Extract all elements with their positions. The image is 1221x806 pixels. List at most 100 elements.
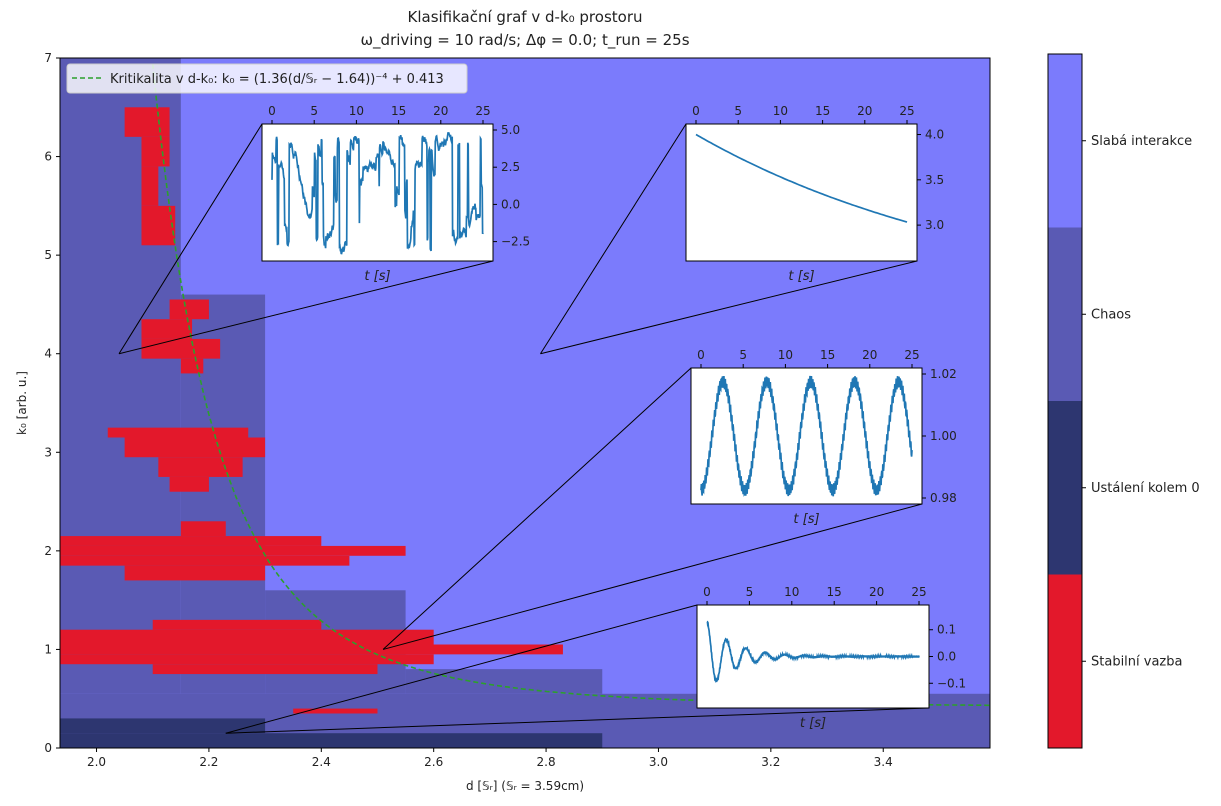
inset-series — [695, 133, 908, 223]
legend-box — [66, 63, 468, 94]
inset-x-tick-label: 25 — [911, 585, 926, 599]
colorbar-label-3: Stabilní vazba — [1091, 654, 1182, 669]
inset-x-label: t [s] — [800, 716, 826, 731]
y-tick-label-7: 7 — [44, 51, 52, 65]
colorbar-segment-3 — [1048, 574, 1082, 748]
region-cell-5 — [60, 733, 603, 748]
inset-y-tick-label: 0.1 — [937, 623, 956, 637]
inset-y-tick-label: 1.02 — [930, 367, 957, 381]
region-cell-14 — [180, 358, 204, 374]
inset-y-tick-label: 0.0 — [937, 650, 956, 664]
inset-y-tick-label: 1.00 — [930, 429, 957, 443]
legend: Kritikalita v d-k₀: k₀ = (1.36(d/𝕊ᵣ − 1.… — [66, 63, 468, 94]
region-cell-17 — [158, 457, 243, 477]
colorbar-label-1: Chaos — [1091, 307, 1131, 322]
inset-x-tick-label: 15 — [815, 104, 830, 118]
region-cell-21 — [60, 536, 322, 546]
inset-x-tick-label: 0 — [692, 104, 700, 118]
inset-connector — [118, 260, 494, 355]
region-cell-22 — [124, 565, 266, 581]
inset-ustaleni: 0 5 10 15 20 25 −0.1 0.0 0.1 t [s] — [225, 585, 966, 734]
inset-x-tick-label: 20 — [857, 104, 872, 118]
region-cell-25 — [60, 629, 434, 645]
main-axes: 2.0 2.2 2.4 2.6 2.8 3.0 3.2 3.4 0 1 2 3 4 5 6 7 — [44, 51, 892, 769]
colorbar-label-0: Slabá interakce — [1091, 134, 1192, 149]
colorbar-segment-2 — [1048, 401, 1082, 575]
y-tick-label-5: 5 — [44, 248, 52, 262]
inset-y-tick-label: 0.0 — [501, 197, 520, 211]
inset-x-label: t [s] — [364, 269, 390, 284]
inset-connector — [225, 707, 930, 734]
region-cell-13 — [141, 338, 221, 359]
inset-connector — [382, 367, 692, 650]
inset-connector — [540, 123, 687, 354]
inset-x-tick-label: 10 — [773, 104, 788, 118]
y-tick-label-4: 4 — [44, 347, 52, 361]
inset-y-tick-label: 3.0 — [925, 218, 944, 232]
y-tick-label-2: 2 — [44, 544, 52, 558]
inset-x-tick-label: 0 — [703, 585, 711, 599]
inset-connector — [382, 503, 923, 650]
region-cell-19 — [60, 545, 406, 556]
region-cell-24 — [60, 644, 563, 655]
inset-connector — [540, 260, 918, 355]
inset-y-tick-label: −0.1 — [937, 676, 966, 690]
inset-x-tick-label: 20 — [869, 585, 884, 599]
inset-slaba-interakce: 0 5 10 15 20 25 3.0 3.5 4.0 t [s] — [540, 104, 944, 355]
inset-connector — [118, 123, 263, 354]
region-cell-26 — [60, 654, 434, 665]
inset-y-tick-label: 3.5 — [925, 173, 944, 187]
region-cell-12 — [169, 299, 209, 320]
inset-series — [271, 132, 484, 255]
inset-x-tick-label: 20 — [433, 104, 448, 118]
x-axis-label: d [𝕊ᵣ] (𝕊ᵣ = 3.59cm) — [466, 779, 584, 793]
region-cell-8 — [141, 136, 170, 167]
inset-x-tick-label: 25 — [904, 348, 919, 362]
colorbar-label-2: Ustálení kolem 0 — [1091, 481, 1200, 496]
inset-chaos: 0 5 10 15 20 25 −2.5 0.0 2.5 5.0 t [s] — [118, 104, 530, 355]
inset-x-tick-label: 15 — [827, 585, 842, 599]
region-cell-23 — [180, 521, 226, 537]
inset-y-tick-label: 2.5 — [501, 160, 520, 174]
inset-x-tick-label: 0 — [697, 348, 705, 362]
region-cell-4 — [405, 669, 603, 694]
y-tick-label-3: 3 — [44, 445, 52, 459]
x-tick-label-4: 2.8 — [537, 755, 556, 769]
inset-y-tick-label: 5.0 — [501, 123, 520, 137]
inset-x-tick-label: 5 — [310, 104, 318, 118]
y-tick-label-1: 1 — [44, 642, 52, 656]
inset-connector — [225, 604, 698, 734]
colorbar-segment-0 — [1048, 54, 1082, 228]
region-cell-10 — [141, 205, 176, 246]
inset-x-tick-label: 5 — [746, 585, 754, 599]
region-cell-7 — [124, 107, 170, 137]
region-cell-27 — [152, 664, 378, 675]
inset-x-tick-label: 20 — [862, 348, 877, 362]
region-cell-16 — [124, 437, 266, 458]
inset-x-tick-label: 10 — [778, 348, 793, 362]
region-cell-18 — [169, 476, 209, 492]
y-axis-label: k₀ [arb. u.] — [15, 371, 29, 435]
inset-y-tick-label: 4.0 — [925, 128, 944, 142]
inset-x-label: t [s] — [793, 512, 819, 527]
region-cell-28 — [152, 619, 322, 630]
x-tick-label-2: 2.4 — [312, 755, 331, 769]
region-cell-29 — [293, 708, 378, 714]
region-cell-9 — [141, 166, 159, 206]
x-tick-label-1: 2.2 — [199, 755, 218, 769]
region-cell-6 — [60, 718, 266, 734]
x-tick-label-3: 2.6 — [424, 755, 443, 769]
inset-x-tick-label: 10 — [349, 104, 364, 118]
inset-x-tick-label: 10 — [784, 585, 799, 599]
chart-subtitle: ω_driving = 10 rad/s; Δφ = 0.0; t_run = … — [360, 31, 689, 50]
y-tick-label-6: 6 — [44, 150, 52, 164]
inset-x-tick-label: 5 — [739, 348, 747, 362]
x-tick-label-7: 3.4 — [874, 755, 893, 769]
colorbar-frame — [1047, 53, 1083, 749]
inset-x-tick-label: 5 — [734, 104, 742, 118]
plot-frame — [59, 57, 991, 749]
region-cell-15 — [107, 427, 249, 438]
inset-x-tick-label: 25 — [475, 104, 490, 118]
inset-x-tick-label: 15 — [820, 348, 835, 362]
